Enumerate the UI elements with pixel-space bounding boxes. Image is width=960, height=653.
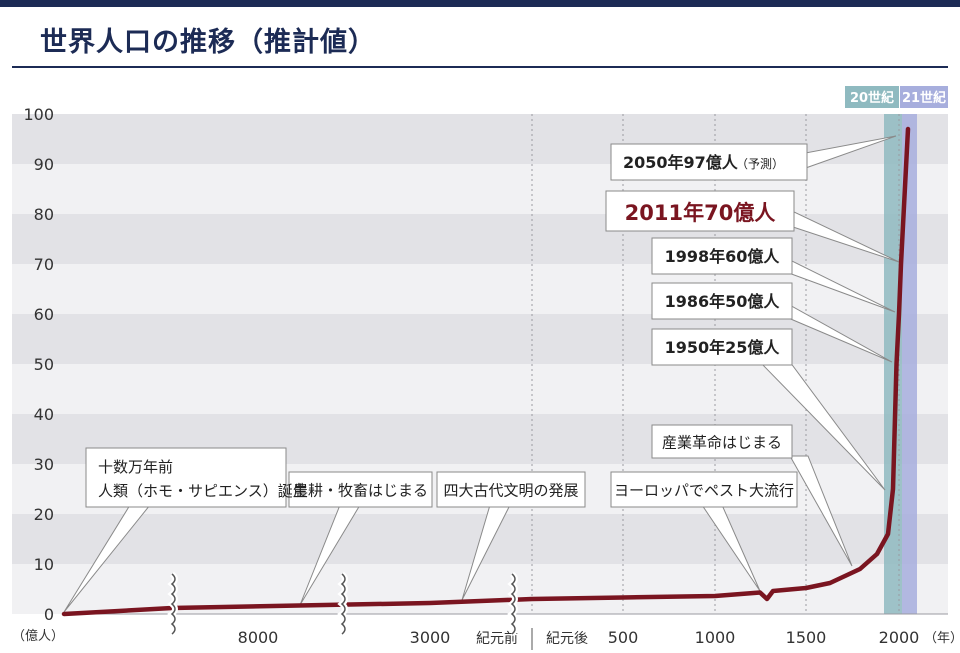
annotation-box bbox=[610, 143, 808, 181]
axis-break bbox=[510, 573, 516, 635]
annotation-label: 人類（ホモ・サピエンス）誕生 bbox=[98, 482, 308, 500]
x-axis-unit: （年） bbox=[924, 631, 960, 646]
y-tick-label: 20 bbox=[34, 505, 54, 524]
annotation-label: 産業革命はじまる bbox=[662, 434, 782, 452]
x-axis: 8000 3000 紀元前 紀元後 500 1000 1500 2000 （年） bbox=[62, 613, 960, 650]
annotation-label: 四大古代文明の発展 bbox=[443, 482, 578, 500]
annotation-label: 農耕・牧畜はじまる bbox=[293, 482, 428, 500]
axis-breaks bbox=[167, 571, 518, 637]
x-tick-label: 紀元前 bbox=[476, 630, 518, 647]
y-axis-unit: （億人） bbox=[12, 628, 64, 644]
grid-band bbox=[12, 164, 948, 214]
annotation-label-highlight: 2011年70億人 bbox=[625, 201, 776, 225]
annotation-label: 2050年97億人 bbox=[623, 153, 739, 172]
annotation-box bbox=[651, 282, 793, 320]
x-tick-label: 3000 bbox=[410, 628, 451, 647]
annotation-label: ヨーロッパでペスト大流行 bbox=[614, 482, 794, 500]
page-title: 世界人口の推移（推計値） bbox=[40, 27, 376, 58]
annotation-box bbox=[85, 447, 287, 508]
annotation-label: 1986年50億人 bbox=[665, 292, 781, 311]
annotation-box bbox=[651, 237, 793, 275]
axis-break bbox=[170, 573, 176, 635]
y-tick-label: 70 bbox=[34, 255, 54, 274]
y-tick-label: 60 bbox=[34, 305, 54, 324]
annotation-box bbox=[605, 190, 795, 232]
callout-pointer bbox=[789, 455, 853, 567]
century-bands: 20世紀 21世紀 bbox=[845, 86, 948, 614]
x-tick-label: 1500 bbox=[786, 628, 827, 647]
century-label: 21世紀 bbox=[902, 90, 946, 106]
annotation-boxes: 2050年97億人（予測） 2011年70億人 1998年60億人 1986年50億人… bbox=[85, 143, 808, 508]
x-tick-label: 1000 bbox=[695, 628, 736, 647]
century-label: 20世紀 bbox=[850, 90, 894, 106]
annotation-box bbox=[436, 471, 586, 508]
y-tick-label: 30 bbox=[34, 455, 54, 474]
annotation-sublabel: （予測） bbox=[736, 157, 784, 171]
y-tick-label: 0 bbox=[44, 605, 54, 624]
population-line bbox=[61, 126, 911, 617]
x-tick-label: 2000 bbox=[879, 628, 920, 647]
x-tick-label: 8000 bbox=[238, 628, 279, 647]
y-tick-label: 90 bbox=[34, 155, 54, 174]
y-axis: 0 10 20 30 40 50 60 70 80 90 100 （億人） bbox=[12, 105, 64, 644]
annotation-label: 1998年60億人 bbox=[665, 247, 781, 266]
annotation-label: 1950年25億人 bbox=[665, 338, 781, 357]
axis-break bbox=[340, 573, 346, 635]
y-tick-label: 40 bbox=[34, 405, 54, 424]
y-tick-label: 50 bbox=[34, 355, 54, 374]
annotation-box bbox=[651, 328, 793, 366]
top-bar bbox=[0, 0, 960, 7]
x-tick-label: 500 bbox=[608, 628, 639, 647]
title-divider bbox=[12, 66, 948, 68]
annotation-box bbox=[610, 471, 798, 508]
annotation-label: 十数万年前 bbox=[98, 458, 173, 476]
century-band bbox=[902, 114, 917, 614]
series-layer bbox=[61, 126, 911, 617]
century-tag bbox=[900, 86, 948, 108]
annotation-box bbox=[288, 471, 433, 508]
y-tick-label: 100 bbox=[23, 105, 54, 124]
y-tick-label: 80 bbox=[34, 205, 54, 224]
century-band bbox=[884, 114, 902, 614]
x-tick-label: 紀元後 bbox=[546, 631, 588, 647]
callout-pointers bbox=[63, 135, 900, 613]
y-tick-label: 10 bbox=[34, 555, 54, 574]
century-tag bbox=[845, 86, 899, 108]
annotation-box bbox=[651, 424, 793, 459]
